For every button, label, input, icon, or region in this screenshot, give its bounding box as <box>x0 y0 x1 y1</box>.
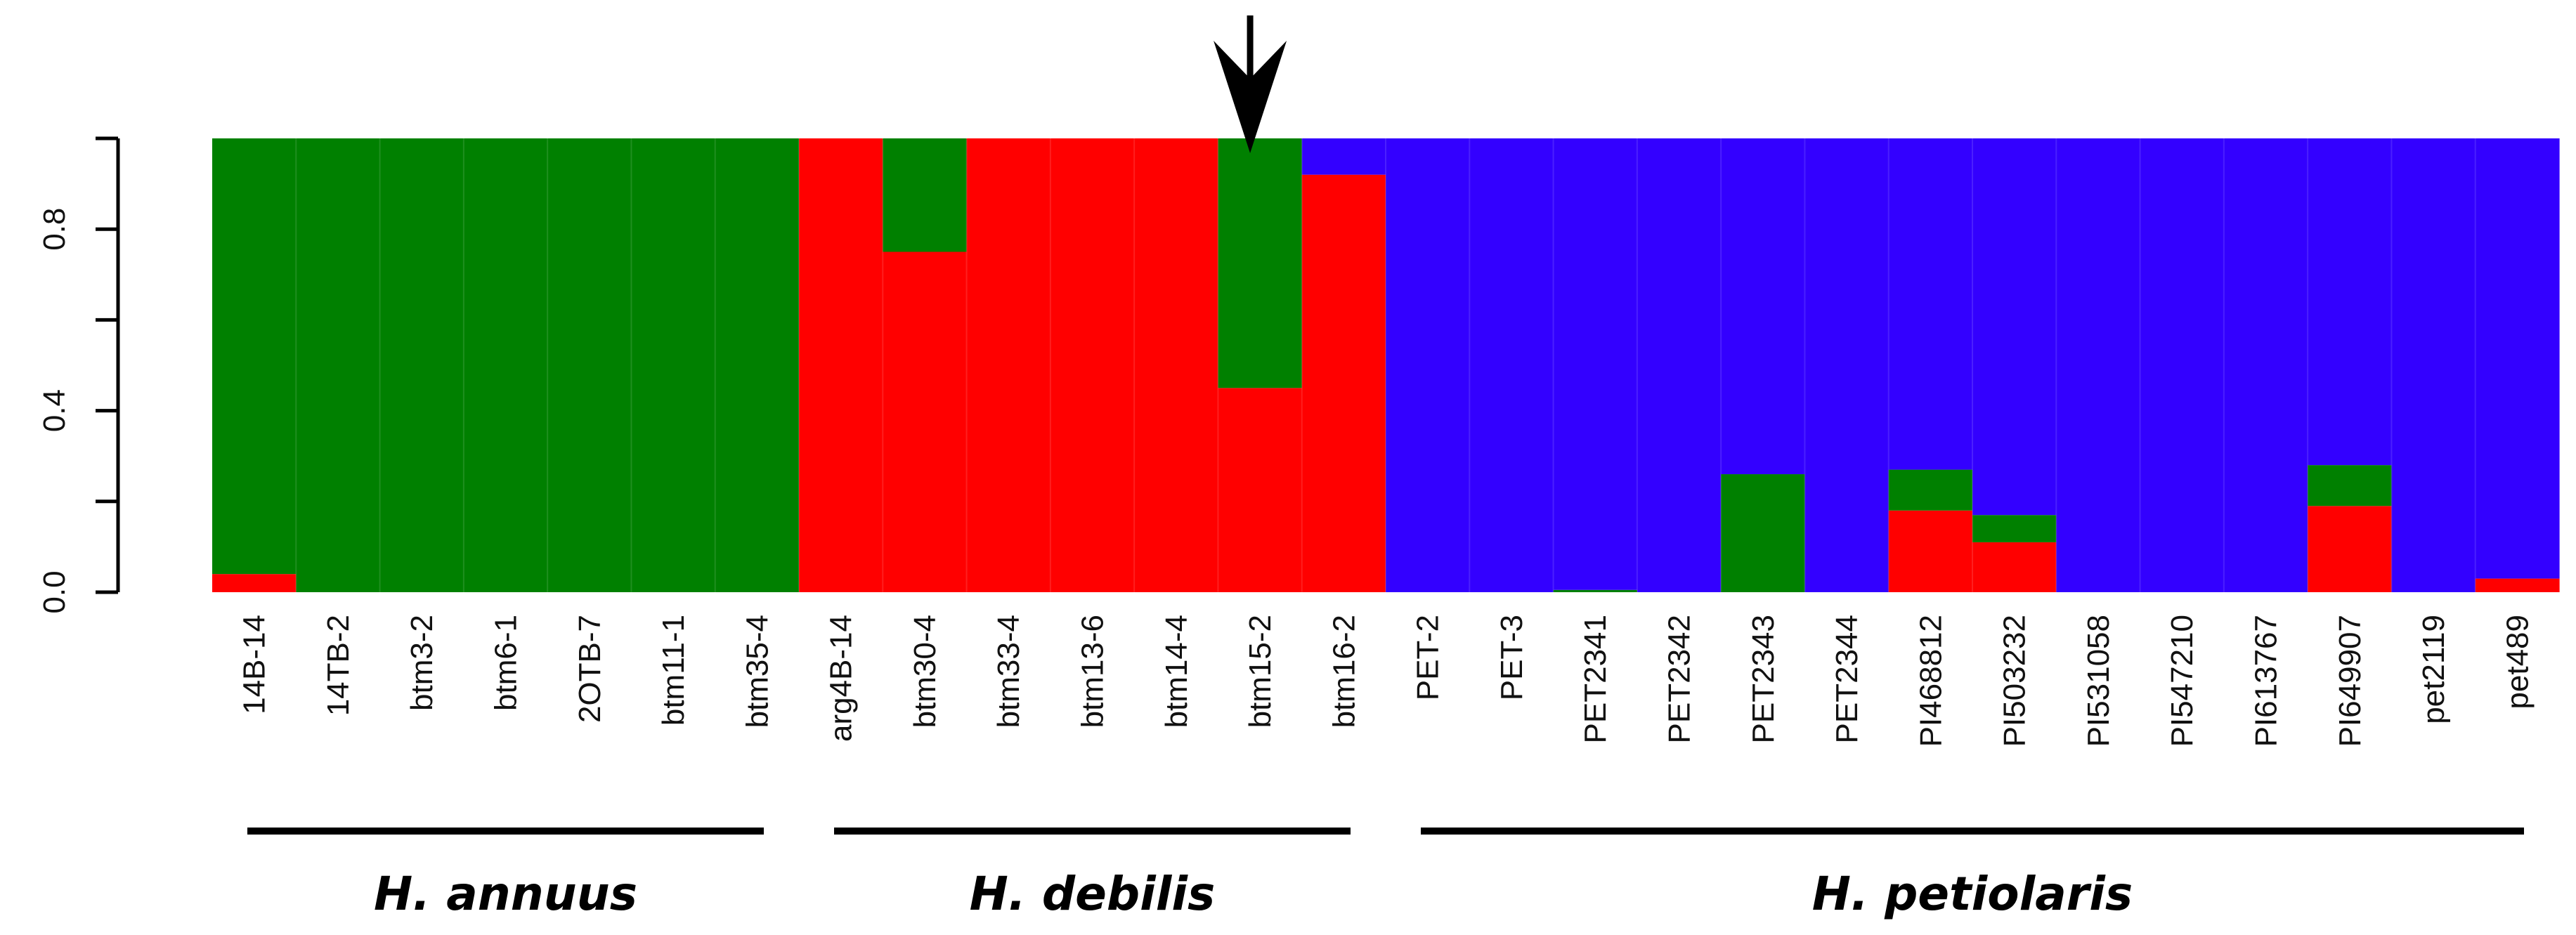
bar-segment-red <box>883 251 968 592</box>
group-label: H. petiolaris <box>1812 867 2133 921</box>
x-tick-label: PET-2 <box>1411 615 1445 700</box>
bar-segment-green <box>631 138 716 592</box>
x-tick-label: arg4B-14 <box>824 615 859 742</box>
bar-segment-blue <box>2223 138 2308 592</box>
x-tick-label: PET2342 <box>1663 615 1697 743</box>
bar-segment-blue <box>1553 138 1638 590</box>
x-tick-label: PI613767 <box>2249 615 2284 747</box>
group-labels: H. annuus H. debilis H. petiolaris <box>247 828 2524 921</box>
bar-segment-blue <box>1637 138 1722 592</box>
x-tick-label: pet2119 <box>2416 615 2451 724</box>
x-tick-label: btm15-2 <box>1243 615 1277 728</box>
x-tick-label: PI468812 <box>1913 615 1948 747</box>
x-tick-label: btm16-2 <box>1327 615 1361 728</box>
x-tick-label: btm30-4 <box>908 615 942 728</box>
bar-segment-blue <box>1301 138 1386 175</box>
bar-segment-blue <box>1804 138 1889 592</box>
x-tick-label: btm35-4 <box>740 615 774 728</box>
bar-segment-blue <box>2140 138 2225 592</box>
x-tick-label: btm14-4 <box>1159 615 1194 728</box>
bar-segment-red <box>2308 506 2393 592</box>
bar-segment-blue <box>2308 138 2393 466</box>
x-tick-label: PI503232 <box>1998 615 2032 747</box>
bar-segment-red <box>2475 578 2560 592</box>
bar-segment-red <box>799 138 883 592</box>
bar-segment-blue <box>2056 138 2141 592</box>
bar-segment-red <box>966 138 1051 592</box>
x-tick-label: btm11-1 <box>656 615 691 726</box>
bar-segment-green <box>1553 589 1638 592</box>
bar-segment-red <box>1301 174 1386 592</box>
y-tick-label: 0.0 <box>37 570 72 613</box>
bar-segment-green <box>1721 474 1806 592</box>
bar-segment-green <box>1218 138 1303 388</box>
y-tick-label: 0.4 <box>37 389 72 432</box>
bar-segment-blue <box>1721 138 1806 475</box>
bar-segment-green <box>1972 515 2057 542</box>
bar-segment-red <box>1888 510 1973 592</box>
y-tick-label: 0.8 <box>37 208 72 251</box>
arrow-head <box>1214 41 1287 153</box>
bar-area <box>212 138 2560 592</box>
bar-segment-red <box>1134 138 1219 592</box>
x-tick-label: PI649907 <box>2333 615 2367 747</box>
bar-segment-green <box>2308 465 2393 506</box>
x-tick-label: PI547210 <box>2165 615 2199 747</box>
y-axis: 0.0 0.4 0.8 <box>37 136 120 614</box>
x-tick-label: PI531058 <box>2081 615 2116 747</box>
bar-segment-red <box>212 574 297 592</box>
x-tick-label: PET2341 <box>1578 615 1613 743</box>
bar-segment-blue <box>1888 138 1973 470</box>
bar-segment-red <box>1218 388 1303 592</box>
x-tick-label: PET2343 <box>1746 615 1781 743</box>
bar-segment-green <box>1888 469 1973 511</box>
bar-segment-green <box>715 138 800 592</box>
x-tick-label: pet489 <box>2500 615 2535 710</box>
x-tick-label: 14TB-2 <box>321 615 356 716</box>
bar-segment-green <box>212 138 297 575</box>
bar-segment-green <box>379 138 464 592</box>
x-tick-label: btm13-6 <box>1076 615 1110 728</box>
x-tick-label: btm3-2 <box>405 615 439 711</box>
bar-segment-blue <box>1386 138 1470 592</box>
bar-segment-red <box>1972 542 2057 592</box>
bar-segment-red <box>1050 138 1135 592</box>
x-tick-labels: 14B-14 14TB-2 btm3-2 btm6-1 2OTB-7 btm11-1 btm… <box>238 615 2535 747</box>
x-tick-label: PET2344 <box>1830 615 1864 743</box>
bar-segment-blue <box>1972 138 2057 516</box>
bar-segment-green <box>883 138 968 252</box>
x-tick-label: 2OTB-7 <box>573 615 607 723</box>
bar-segment-green <box>296 138 381 592</box>
bar-segment-blue <box>1469 138 1554 592</box>
arrow-marker-icon <box>1214 15 1287 153</box>
x-tick-label: 14B-14 <box>238 615 272 714</box>
x-tick-label: btm6-1 <box>489 615 523 711</box>
x-tick-label: btm33-4 <box>991 615 1026 728</box>
x-tick-label: PET-3 <box>1495 615 1529 700</box>
bar-segment-blue <box>2391 138 2476 592</box>
bar-segment-blue <box>2475 138 2560 579</box>
bar-segment-green <box>547 138 632 592</box>
bar-segment-green <box>463 138 548 592</box>
group-label: H. debilis <box>970 867 1216 921</box>
group-label: H. annuus <box>374 867 637 921</box>
